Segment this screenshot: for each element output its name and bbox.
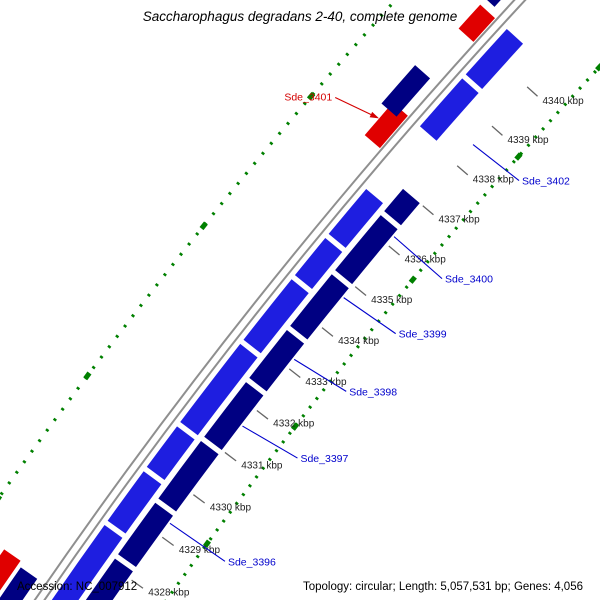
label-leader <box>393 236 443 280</box>
tick-mark <box>354 286 367 297</box>
gene-feature <box>384 188 420 226</box>
gene-label: Sde_3397 <box>300 453 348 465</box>
gene-label: Sde_3402 <box>522 176 570 188</box>
tick-mark <box>388 245 400 256</box>
tick-label: 4335 kbp <box>371 295 413 306</box>
label-leader <box>343 297 396 335</box>
gene-label: Sde_3398 <box>349 386 397 398</box>
gene-feature-Sde_3402 <box>419 78 479 141</box>
map-title: Saccharophagus degradans 2-40, complete … <box>142 9 458 24</box>
label-leader <box>472 144 520 181</box>
tick-mark <box>131 579 144 589</box>
gene-feature-Sde_3396 <box>118 502 173 568</box>
tick-label: 4333 kbp <box>305 377 347 388</box>
orf-dot <box>199 221 208 231</box>
tick-label: 4328 kbp <box>148 588 190 599</box>
tick-label: 4337 kbp <box>439 214 481 225</box>
orf-dot <box>306 91 316 101</box>
gene-feature <box>458 4 495 42</box>
tick-label: 4340 kbp <box>543 96 585 107</box>
orf-dot <box>514 152 523 161</box>
tick-label: 4336 kbp <box>405 255 447 266</box>
gene-feature <box>381 65 431 117</box>
tick-mark <box>321 327 334 337</box>
orf-dot <box>290 422 300 431</box>
tick-label: 4330 kbp <box>210 502 252 513</box>
tick-label: 4329 kbp <box>179 545 221 556</box>
gene-feature <box>107 471 162 534</box>
gene-feature <box>146 426 195 480</box>
tick-label: 4339 kbp <box>507 135 549 146</box>
label-leader <box>242 425 298 459</box>
tick-label: 4331 kbp <box>241 460 283 471</box>
tick-mark <box>526 86 538 97</box>
orf-dot <box>83 371 92 381</box>
gene-label: Sde_3400 <box>445 274 493 286</box>
backbone-arc <box>43 0 527 600</box>
gene-feature-Sde_3397 <box>204 382 264 451</box>
gene-label: Sde_3396 <box>228 556 276 568</box>
orf-dot <box>595 63 600 72</box>
orf-dot <box>408 275 417 284</box>
accession-text: Accession: NC_007912 <box>17 581 138 593</box>
tick-mark <box>422 205 434 216</box>
tick-mark <box>491 125 503 136</box>
tick-mark <box>456 165 469 176</box>
gene-feature <box>85 558 133 600</box>
orf-dot <box>202 539 212 548</box>
gene-feature <box>328 188 384 248</box>
backbone-arc <box>33 0 516 600</box>
tick-mark <box>193 494 206 504</box>
gene-feature <box>243 279 309 354</box>
gene-feature <box>465 28 524 90</box>
gene-feature <box>51 525 123 600</box>
label-leader <box>293 358 347 392</box>
tick-mark <box>288 368 301 379</box>
tick-label: 4332 kbp <box>273 418 315 429</box>
gene-feature <box>0 567 38 600</box>
label-leader <box>334 97 378 119</box>
label-arrowhead <box>369 111 380 119</box>
gene-label: Sde_3399 <box>399 329 447 341</box>
gene-feature <box>180 343 258 436</box>
tick-label: 4338 kbp <box>473 175 515 186</box>
tick-mark <box>161 536 175 546</box>
gene-feature <box>0 549 21 591</box>
gene-feature-Sde_3399 <box>290 274 349 340</box>
gene-feature-Sde_3398 <box>249 329 305 392</box>
tick-mark <box>224 451 237 462</box>
gene-feature <box>487 0 501 7</box>
gene-feature <box>158 441 219 512</box>
gene-label: Sde_3401 <box>284 92 332 104</box>
tick-label: 4334 kbp <box>338 336 380 347</box>
label-leader <box>169 522 226 562</box>
orf-track-dots-right <box>164 64 600 600</box>
tick-mark <box>256 409 269 420</box>
gene-feature-Sde_3400 <box>335 215 398 285</box>
topology-text: Topology: circular; Length: 5,057,531 bp… <box>302 581 583 593</box>
gene-feature <box>294 238 343 289</box>
